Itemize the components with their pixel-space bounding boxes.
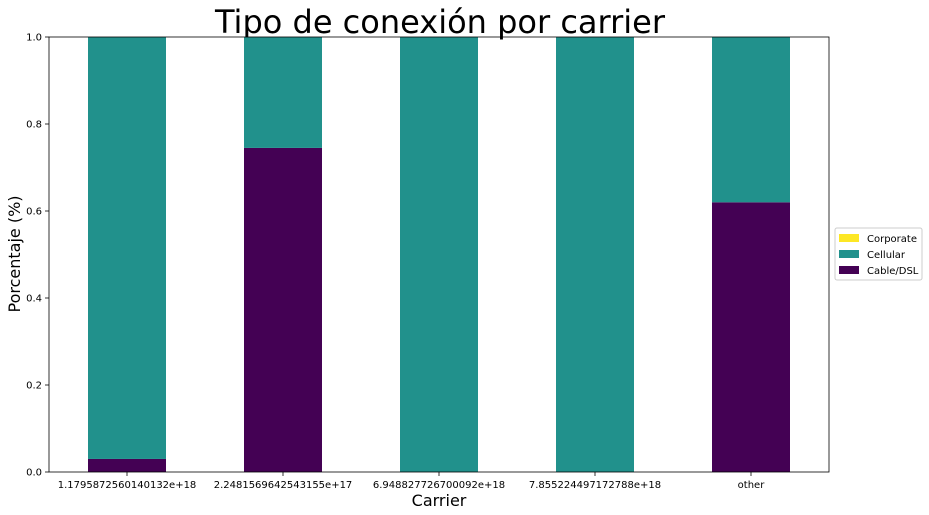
y-axis-label: Porcentaje (%): [5, 195, 24, 312]
bar-cellular-4: [712, 37, 790, 203]
x-tick-label: 2.2481569642543155e+17: [214, 480, 353, 491]
x-axis-label: Carrier: [412, 491, 467, 510]
bar-cable-dsl-4: [712, 202, 790, 473]
plot-frame: [48, 36, 830, 473]
legend: Corporate Cellular Cable/DSL: [834, 227, 923, 281]
bar-cable-dsl-0: [88, 458, 166, 472]
legend-label: Cellular: [867, 250, 906, 261]
x-tick-label: other: [738, 480, 766, 491]
y-tick-label: 1.0: [26, 33, 42, 44]
y-tick-label: 0.2: [26, 381, 42, 392]
x-tick-label: 7.855224497172788e+18: [529, 480, 661, 491]
bar-cellular-3: [556, 37, 634, 472]
y-tick-label: 0.6: [26, 207, 42, 218]
plot-area: 1.1795872560140132e+18 2.2481569642543155…: [26, 33, 790, 491]
legend-swatch-corporate: [839, 234, 859, 242]
bar-cellular-1: [244, 37, 322, 148]
x-tick-label: 1.1795872560140132e+18: [58, 480, 197, 491]
chart-title: Tipo de conexión por carrier: [214, 3, 666, 41]
legend-swatch-cable-dsl: [839, 266, 859, 274]
legend-label: Cable/DSL: [867, 266, 919, 277]
y-tick-label: 0.4: [26, 294, 42, 305]
legend-label: Corporate: [867, 234, 917, 245]
bar-cellular-2: [400, 37, 478, 472]
y-tick-label: 0.0: [26, 468, 42, 479]
y-tick-label: 0.8: [26, 120, 42, 131]
legend-swatch-cellular: [839, 250, 859, 258]
bar-cable-dsl-1: [244, 147, 322, 473]
x-tick-label: 6.948827726700092e+18: [373, 480, 505, 491]
bar-cellular-0: [88, 37, 166, 459]
